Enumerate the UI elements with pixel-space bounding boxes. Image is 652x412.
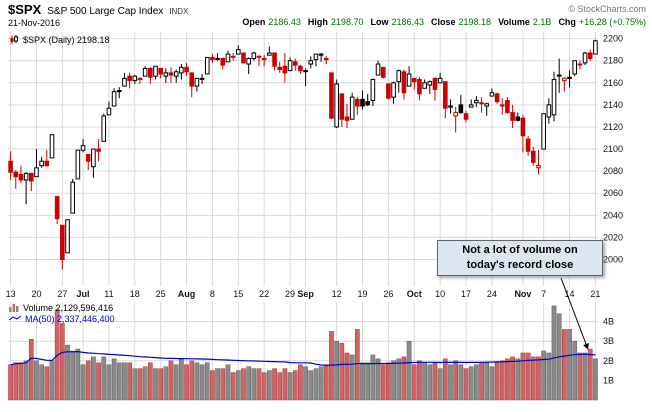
svg-text:17: 17 [461, 289, 471, 299]
index-name-label: S&P 500 Large Cap Index [47, 6, 164, 17]
annotation-line2: today's record close [466, 259, 574, 271]
change-value: +16.28 (+0.75%) [578, 17, 646, 27]
volume-ma-label: MA(50) 2,337,446,400 [25, 313, 115, 324]
quote-summary-row: Open 2186.43 High 2198.70 Low 2186.43 Close… [242, 17, 646, 27]
low-label: Low [370, 17, 389, 27]
svg-text:27: 27 [57, 289, 67, 299]
svg-text:2000: 2000 [603, 254, 623, 264]
svg-text:24: 24 [487, 289, 497, 299]
volume-bars-icon [9, 304, 19, 312]
svg-text:20: 20 [31, 289, 41, 299]
svg-text:Oct: Oct [407, 289, 422, 299]
low-value: 2186.43 [391, 17, 425, 27]
svg-text:12: 12 [332, 289, 342, 299]
svg-text:2B: 2B [603, 356, 614, 366]
stockcharts-copyright-link[interactable]: © StockCharts.com [568, 4, 646, 14]
svg-text:13: 13 [6, 289, 16, 299]
high-label: High [307, 17, 328, 27]
svg-text:2160: 2160 [603, 78, 623, 88]
svg-text:Nov: Nov [514, 289, 531, 299]
volume-label: Volume [498, 17, 530, 27]
svg-text:2100: 2100 [603, 144, 623, 154]
volume-value: 2.1B [532, 17, 552, 27]
annotation-line1: Not a lot of volume on [462, 244, 578, 256]
svg-text:8: 8 [210, 289, 215, 299]
volume-ma-line [10, 350, 596, 367]
svg-text:2180: 2180 [603, 56, 623, 66]
high-value: 2198.70 [330, 17, 364, 27]
annotation-callout: Not a lot of volume on today's record cl… [437, 240, 603, 276]
gridlines [8, 32, 598, 400]
svg-text:14: 14 [565, 289, 575, 299]
volume-total-label: Volume 2,129,596,416 [23, 302, 114, 313]
svg-text:2120: 2120 [603, 122, 623, 132]
svg-text:22: 22 [259, 289, 269, 299]
svg-text:Jul: Jul [77, 289, 90, 299]
chart-header: $SPX S&P 500 Large Cap Index INDX [8, 2, 188, 17]
volume-legend: Volume 2,129,596,416 MA(50) 2,337,446,40… [9, 302, 115, 324]
svg-text:2140: 2140 [603, 100, 623, 110]
change-label: Chg [558, 17, 576, 27]
exchange-label: INDX [169, 7, 189, 16]
svg-text:29: 29 [285, 289, 295, 299]
svg-text:2060: 2060 [603, 188, 623, 198]
svg-text:1B: 1B [603, 375, 614, 385]
svg-text:Sep: Sep [297, 289, 314, 299]
open-value: 2186.43 [268, 17, 301, 27]
svg-text:25: 25 [156, 289, 166, 299]
symbol-label: $SPX [8, 2, 42, 17]
chart-date-label: 21-Nov-2016 [8, 18, 61, 28]
svg-text:2080: 2080 [603, 166, 623, 176]
svg-text:11: 11 [104, 289, 113, 299]
svg-text:3B: 3B [603, 336, 614, 346]
svg-text:7: 7 [541, 289, 546, 299]
svg-text:15: 15 [233, 289, 243, 299]
open-label: Open [242, 17, 266, 27]
ma-line-icon [9, 315, 21, 321]
price-legend: $SPX (Daily) 2198.18 [9, 35, 110, 45]
axis-labels: 13 20 27 Jul 11 18 25 Aug 8 15 22 29 Sep 12 19 26 Oct 10 1… [6, 34, 623, 386]
svg-text:10: 10 [435, 289, 445, 299]
close-label: Close [431, 17, 456, 27]
svg-text:2040: 2040 [603, 210, 623, 220]
svg-text:Aug: Aug [178, 289, 196, 299]
svg-text:19: 19 [358, 289, 368, 299]
svg-text:18: 18 [130, 289, 140, 299]
annotation-arrow [560, 277, 589, 350]
svg-text:21: 21 [590, 289, 600, 299]
candles-layer [8, 39, 598, 270]
svg-text:26: 26 [383, 289, 393, 299]
price-legend-label: $SPX (Daily) 2198.18 [23, 35, 110, 45]
svg-text:2200: 2200 [603, 34, 623, 44]
candlestick-icon [10, 35, 18, 44]
svg-text:4B: 4B [603, 317, 614, 327]
close-value: 2198.18 [458, 17, 492, 27]
svg-text:2020: 2020 [603, 232, 623, 242]
volume-bars-layer [8, 305, 598, 401]
